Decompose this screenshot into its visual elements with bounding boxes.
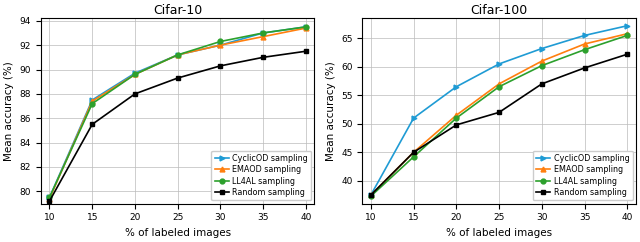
EMAOD sampling: [216, 44, 224, 47]
Legend: CyclicOD sampling, EMAOD sampling, LL4AL sampling, Random sampling: CyclicOD sampling, EMAOD sampling, LL4AL…: [532, 151, 632, 200]
EMAOD sampling: [88, 100, 96, 103]
LL4AL sampling: [495, 85, 503, 88]
X-axis label: % of labeled images: % of labeled images: [446, 228, 552, 238]
Line: Random sampling: Random sampling: [369, 52, 630, 197]
Random sampling: [452, 123, 460, 126]
CyclicOD sampling: [452, 85, 460, 88]
Legend: CyclicOD sampling, EMAOD sampling, LL4AL sampling, Random sampling: CyclicOD sampling, EMAOD sampling, LL4AL…: [211, 151, 311, 200]
CyclicOD sampling: [623, 24, 631, 27]
EMAOD sampling: [45, 197, 53, 200]
LL4AL sampling: [131, 73, 139, 76]
Random sampling: [367, 194, 375, 197]
EMAOD sampling: [131, 73, 139, 76]
LL4AL sampling: [367, 195, 375, 198]
EMAOD sampling: [259, 35, 267, 38]
CyclicOD sampling: [410, 117, 417, 120]
CyclicOD sampling: [580, 34, 588, 37]
CyclicOD sampling: [174, 53, 182, 56]
CyclicOD sampling: [538, 47, 546, 50]
EMAOD sampling: [495, 83, 503, 85]
Title: Cifar-10: Cifar-10: [153, 4, 202, 17]
Random sampling: [495, 111, 503, 114]
Random sampling: [131, 92, 139, 95]
LL4AL sampling: [88, 102, 96, 105]
LL4AL sampling: [410, 155, 417, 158]
LL4AL sampling: [302, 25, 310, 28]
Random sampling: [538, 83, 546, 85]
CyclicOD sampling: [495, 62, 503, 65]
CyclicOD sampling: [367, 194, 375, 197]
CyclicOD sampling: [131, 72, 139, 75]
LL4AL sampling: [580, 48, 588, 51]
Random sampling: [45, 200, 53, 203]
EMAOD sampling: [580, 43, 588, 45]
EMAOD sampling: [174, 53, 182, 56]
Line: EMAOD sampling: EMAOD sampling: [47, 26, 308, 201]
Random sampling: [174, 76, 182, 79]
Y-axis label: Mean accuracy (%): Mean accuracy (%): [4, 61, 14, 161]
EMAOD sampling: [302, 27, 310, 30]
Random sampling: [580, 67, 588, 69]
Line: Random sampling: Random sampling: [47, 49, 308, 204]
Random sampling: [216, 64, 224, 67]
Random sampling: [410, 151, 417, 154]
Random sampling: [623, 53, 631, 56]
LL4AL sampling: [216, 40, 224, 43]
Title: Cifar-100: Cifar-100: [470, 4, 528, 17]
Line: CyclicOD sampling: CyclicOD sampling: [47, 24, 308, 200]
EMAOD sampling: [538, 60, 546, 62]
CyclicOD sampling: [216, 44, 224, 47]
EMAOD sampling: [623, 32, 631, 35]
CyclicOD sampling: [259, 31, 267, 34]
LL4AL sampling: [174, 53, 182, 56]
Line: CyclicOD sampling: CyclicOD sampling: [369, 23, 630, 197]
X-axis label: % of labeled images: % of labeled images: [125, 228, 231, 238]
Y-axis label: Mean accuracy (%): Mean accuracy (%): [326, 61, 335, 161]
CyclicOD sampling: [88, 98, 96, 101]
LL4AL sampling: [538, 64, 546, 67]
Line: LL4AL sampling: LL4AL sampling: [47, 24, 308, 200]
Line: LL4AL sampling: LL4AL sampling: [369, 33, 630, 199]
LL4AL sampling: [45, 196, 53, 199]
LL4AL sampling: [452, 117, 460, 120]
EMAOD sampling: [452, 114, 460, 117]
Random sampling: [259, 56, 267, 59]
LL4AL sampling: [623, 34, 631, 37]
Line: EMAOD sampling: EMAOD sampling: [369, 31, 630, 197]
LL4AL sampling: [259, 31, 267, 34]
CyclicOD sampling: [45, 196, 53, 199]
CyclicOD sampling: [302, 25, 310, 28]
Random sampling: [302, 50, 310, 53]
EMAOD sampling: [410, 151, 417, 154]
EMAOD sampling: [367, 194, 375, 197]
Random sampling: [88, 123, 96, 126]
